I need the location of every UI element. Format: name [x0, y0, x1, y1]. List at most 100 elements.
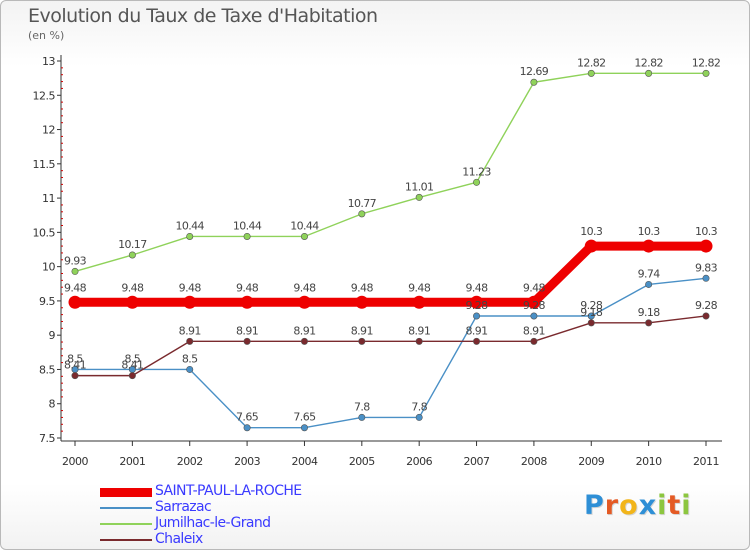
data-point	[645, 69, 653, 77]
data-point	[587, 69, 595, 77]
data-label: 10.44	[233, 219, 262, 232]
data-point	[530, 337, 538, 345]
series-line	[75, 315, 707, 377]
data-point	[642, 239, 656, 253]
data-point	[415, 193, 423, 201]
data-point	[300, 232, 308, 240]
x-tick-label: 2005	[349, 455, 375, 468]
data-label: 10.3	[580, 225, 603, 238]
data-label: 12.82	[692, 56, 721, 69]
logo-letter: i	[681, 490, 692, 521]
data-label: 9.93	[64, 254, 87, 267]
data-point	[415, 413, 423, 421]
data-label: 9.48	[465, 281, 488, 294]
logo-letter: o	[619, 490, 639, 521]
chart-title: Evolution du Taux de Taxe d'Habitation	[28, 5, 378, 27]
data-point	[527, 295, 541, 309]
data-point	[300, 337, 308, 345]
legend-label: SAINT-PAUL-LA-ROCHE	[155, 483, 302, 499]
data-point	[473, 337, 481, 345]
data-point	[243, 337, 251, 345]
data-point	[358, 337, 366, 345]
data-label: 9.48	[179, 281, 202, 294]
data-label: 10.44	[175, 219, 204, 232]
unit-label: (en %)	[28, 29, 65, 42]
data-label: 8.91	[351, 324, 373, 337]
data-point	[186, 365, 194, 373]
data-point	[68, 295, 82, 309]
series-line	[74, 72, 706, 273]
data-point	[702, 274, 710, 282]
x-tick-label: 2009	[578, 455, 604, 468]
y-tick-label: 9	[49, 329, 56, 342]
data-label: 9.74	[638, 267, 661, 280]
data-point	[530, 312, 538, 320]
data-label: 9.48	[351, 281, 374, 294]
data-label: 8.91	[408, 324, 430, 337]
data-label: 9.48	[523, 281, 546, 294]
data-point	[415, 337, 423, 345]
data-point	[470, 295, 484, 309]
data-label: 11.01	[405, 180, 434, 193]
x-tick-label: 2003	[234, 455, 260, 468]
y-tick-label: 10.5	[33, 226, 56, 239]
logo-letter: i	[657, 490, 668, 521]
data-label: 10.77	[348, 197, 377, 210]
data-point	[645, 280, 653, 288]
y-tick-label: 11	[42, 192, 55, 205]
y-tick-label: 12.5	[33, 89, 56, 102]
data-label: 9.48	[408, 281, 431, 294]
x-tick-label: 2000	[62, 455, 88, 468]
legend-label: Chaleix	[155, 531, 203, 547]
y-tick-label: 8.5	[39, 363, 55, 376]
data-label: 12.82	[577, 56, 606, 69]
data-point	[128, 251, 136, 259]
x-tick-label: 2010	[636, 455, 662, 468]
logo-letter: x	[638, 490, 658, 521]
legend-swatch	[100, 487, 152, 497]
x-tick-label: 2008	[521, 455, 547, 468]
data-label: 8.5	[125, 352, 141, 365]
data-label: 9.28	[695, 299, 718, 312]
legend-swatch	[100, 507, 152, 509]
data-point	[183, 295, 197, 309]
y-tick-label: 12	[42, 124, 55, 137]
y-tick-label: 9.5	[39, 295, 55, 308]
x-tick-label: 2001	[119, 455, 145, 468]
data-point	[240, 295, 254, 309]
data-label: 10.17	[118, 238, 147, 251]
data-point	[584, 239, 598, 253]
data-point	[128, 372, 136, 380]
data-label: 9.48	[236, 281, 259, 294]
series-line	[75, 277, 707, 429]
data-point	[125, 295, 139, 309]
data-point	[645, 319, 653, 327]
legend-swatch	[100, 523, 152, 525]
x-tick-label: 2004	[291, 455, 317, 468]
x-tick-label: 2007	[464, 455, 490, 468]
y-tick-label: 7.5	[39, 432, 55, 445]
data-point	[71, 267, 79, 275]
data-label: 8.91	[465, 324, 487, 337]
data-label: 7.8	[411, 400, 427, 413]
data-label: 9.48	[293, 281, 316, 294]
data-point	[243, 232, 251, 240]
data-label: 11.23	[462, 165, 491, 178]
data-point	[186, 232, 194, 240]
data-label: 9.48	[64, 281, 87, 294]
data-label: 8.91	[236, 324, 258, 337]
y-tick-label: 10	[42, 261, 55, 274]
data-label: 8.91	[523, 324, 545, 337]
x-tick-label: 2011	[693, 455, 719, 468]
data-label: 10.3	[638, 225, 661, 238]
data-point	[297, 295, 311, 309]
x-tick-label: 2006	[406, 455, 432, 468]
y-tick-label: 8	[49, 398, 56, 411]
data-label: 7.65	[293, 411, 316, 424]
legend-swatch	[100, 539, 152, 541]
data-label: 9.28	[580, 299, 603, 312]
logo-letter: r	[604, 490, 620, 521]
data-point	[587, 312, 595, 320]
